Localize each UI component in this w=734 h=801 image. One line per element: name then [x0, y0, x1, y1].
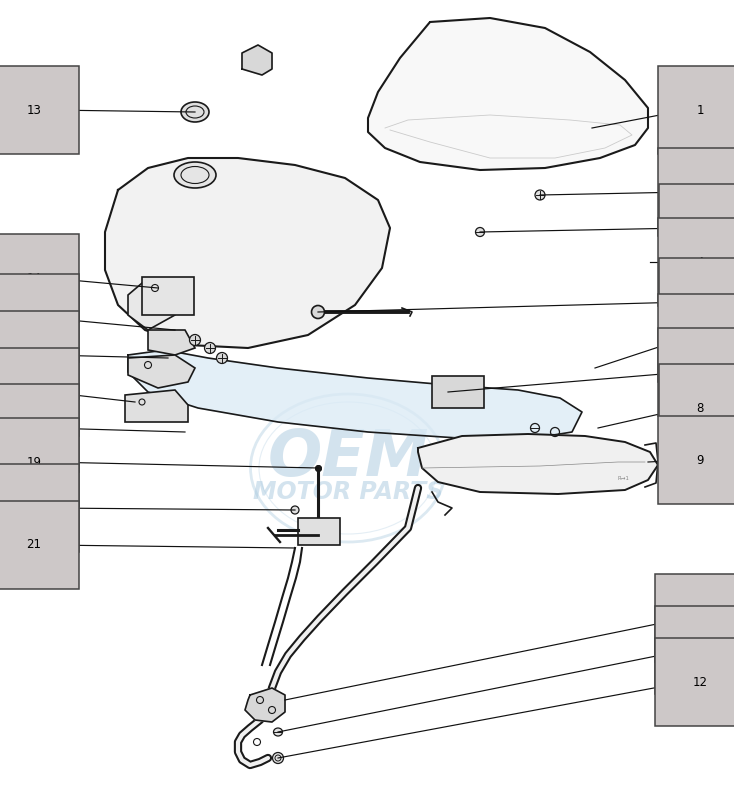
Bar [432, 376, 484, 408]
Text: 6: 6 [697, 332, 704, 344]
Text: 21: 21 [26, 538, 42, 552]
Polygon shape [128, 278, 175, 330]
Polygon shape [245, 688, 285, 722]
Text: 17: 17 [26, 385, 42, 399]
Polygon shape [298, 518, 340, 545]
Text: OEM: OEM [267, 427, 429, 489]
Text: 8: 8 [697, 401, 704, 414]
Text: 20: 20 [26, 501, 41, 514]
Text: 13: 13 [26, 103, 41, 116]
Text: 3: 3 [697, 222, 704, 235]
Text: 4: 4 [697, 256, 704, 268]
Text: 19: 19 [26, 456, 42, 469]
Text: 11: 11 [692, 643, 708, 657]
Text: 14: 14 [26, 272, 42, 284]
Text: R→1: R→1 [618, 476, 630, 481]
Ellipse shape [181, 102, 209, 122]
Polygon shape [368, 18, 648, 170]
Text: 7: 7 [697, 365, 704, 379]
Ellipse shape [205, 343, 216, 353]
Text: MOTOR PARTS: MOTOR PARTS [253, 480, 443, 504]
Text: 12: 12 [692, 675, 708, 689]
Ellipse shape [174, 162, 216, 188]
Ellipse shape [311, 305, 324, 319]
Ellipse shape [189, 335, 200, 345]
FancyBboxPatch shape [142, 277, 194, 315]
Polygon shape [128, 355, 195, 388]
Text: 9: 9 [697, 453, 704, 466]
Polygon shape [242, 45, 272, 75]
Ellipse shape [217, 352, 228, 364]
Text: 5: 5 [697, 296, 704, 308]
Text: 10: 10 [693, 611, 708, 625]
Polygon shape [105, 158, 390, 348]
Ellipse shape [291, 506, 299, 514]
Polygon shape [125, 390, 188, 422]
Polygon shape [418, 434, 658, 494]
Ellipse shape [535, 190, 545, 200]
Ellipse shape [274, 728, 283, 736]
Text: 18: 18 [26, 421, 41, 434]
Polygon shape [148, 330, 195, 355]
Text: 16: 16 [26, 348, 42, 361]
Text: 15: 15 [26, 312, 41, 324]
Ellipse shape [476, 227, 484, 236]
Text: 1: 1 [697, 103, 704, 116]
Polygon shape [128, 350, 582, 438]
Ellipse shape [272, 752, 283, 763]
Text: 2: 2 [697, 186, 704, 199]
